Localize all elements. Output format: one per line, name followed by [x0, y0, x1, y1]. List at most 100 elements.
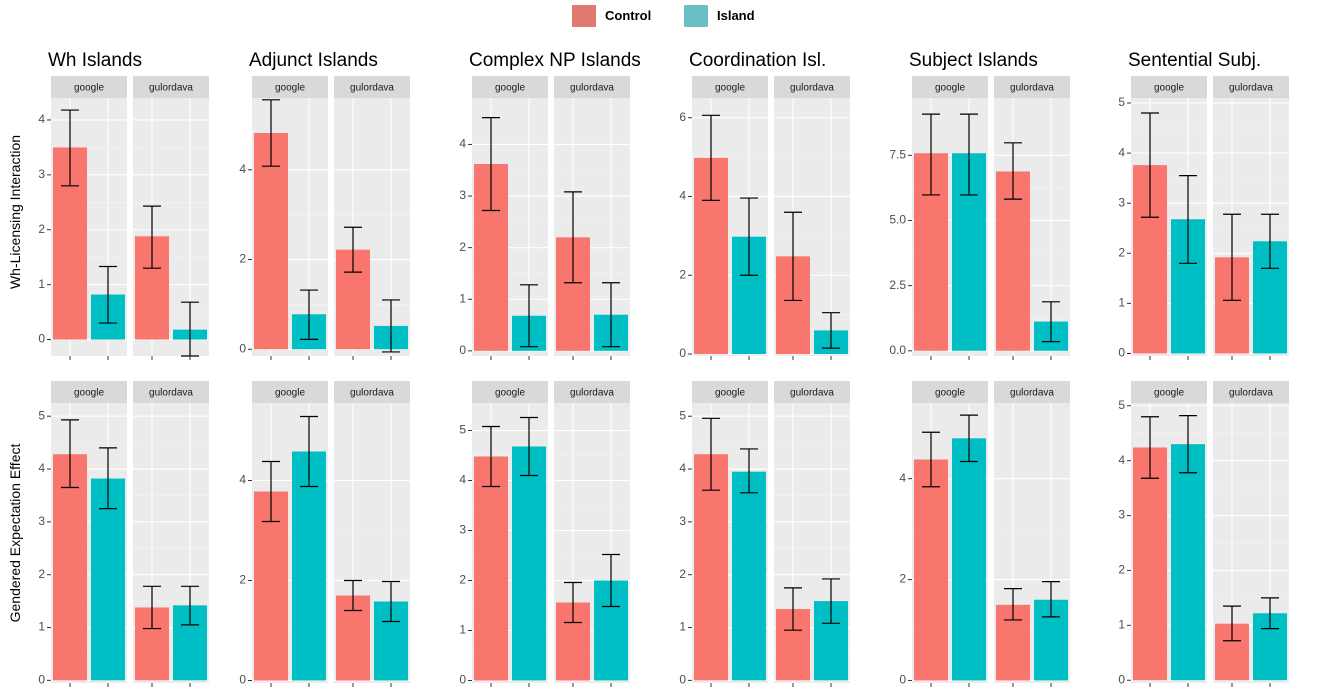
strip-label: google: [275, 83, 305, 94]
y-tick-label: 7.5: [889, 148, 906, 162]
error-bar: [960, 414, 978, 463]
strip-background: [252, 76, 328, 98]
y-tick-label: 3: [1118, 195, 1125, 209]
legend-swatch-island: [684, 5, 708, 27]
bar-control: [53, 454, 87, 681]
y-tick-label: 0: [899, 673, 906, 687]
facet-title: Complex NP Islands: [469, 50, 641, 71]
error-bar: [784, 587, 802, 631]
y-tick-label: 5: [38, 408, 45, 422]
y-tick-label: 4: [459, 137, 466, 151]
y-tick-label: 5: [459, 423, 466, 437]
error-bar: [99, 447, 117, 510]
y-tick-label: 4: [239, 473, 246, 487]
strip-background: [692, 381, 768, 403]
error-bar: [702, 114, 720, 202]
strip-label: google: [1154, 388, 1184, 399]
error-bar: [61, 109, 79, 187]
error-bar: [1223, 605, 1241, 642]
strip-background: [334, 381, 410, 403]
error-bar: [143, 205, 161, 269]
error-bar: [740, 197, 758, 276]
strip-label: gulordava: [570, 388, 614, 399]
error-bar: [344, 226, 362, 273]
y-tick-label: 1: [679, 620, 686, 634]
error-bar: [300, 415, 318, 488]
facet-title: Adjunct Islands: [249, 50, 378, 71]
bar-control: [996, 171, 1030, 351]
y-tick-label: 1: [459, 291, 466, 305]
legend-label-island: Island: [717, 8, 755, 23]
error-bar: [61, 419, 79, 489]
error-bar: [822, 312, 840, 349]
bar-control: [1133, 447, 1167, 681]
bar-control: [254, 491, 288, 681]
y-tick-label: 5: [1118, 398, 1125, 412]
strip-label: gulordava: [1010, 83, 1054, 94]
strip-label: google: [74, 388, 104, 399]
error-bar: [960, 113, 978, 196]
y-tick-label: 2: [239, 252, 246, 266]
strip-label: gulordava: [1229, 388, 1273, 399]
error-bar: [1042, 580, 1060, 618]
error-bar: [300, 289, 318, 340]
y-tick-label: 3: [38, 167, 45, 181]
legend: Control Island: [572, 4, 782, 28]
error-bar: [740, 448, 758, 494]
y-tick-label: 2: [459, 573, 466, 587]
facet-title: Subject Islands: [909, 50, 1038, 71]
error-bar: [1141, 416, 1159, 479]
error-bar: [382, 580, 400, 623]
y-tick-label: 4: [459, 473, 466, 487]
strip-label: gulordava: [570, 83, 614, 94]
y-tick-label: 2: [38, 222, 45, 236]
error-bar: [1261, 597, 1279, 630]
error-bar: [602, 282, 620, 348]
y-tick-label: 1: [38, 277, 45, 291]
bar-island: [952, 438, 986, 681]
strip-background: [472, 381, 548, 403]
bar-control: [474, 456, 508, 681]
strip-label: gulordava: [790, 388, 834, 399]
strip-label: google: [275, 388, 305, 399]
error-bar: [922, 431, 940, 488]
strip-label: gulordava: [149, 83, 193, 94]
y-tick-label: 4: [38, 112, 45, 126]
y-tick-label: 3: [679, 514, 686, 528]
y-tick-label: 0: [459, 343, 466, 357]
y-tick-label: 0: [679, 673, 686, 687]
strip-background: [912, 381, 988, 403]
y-tick-label: 2: [38, 567, 45, 581]
y-tick-label: 2: [459, 240, 466, 254]
error-bar: [1179, 175, 1197, 264]
y-tick-label: 3: [38, 514, 45, 528]
strip-background: [133, 76, 209, 98]
error-bar: [1141, 112, 1159, 218]
strip-background: [51, 76, 127, 98]
strip-background: [912, 76, 988, 98]
y-tick-label: 0: [239, 341, 246, 355]
y-tick-label: 5: [679, 408, 686, 422]
y-tick-label: 4: [1118, 145, 1125, 159]
strip-background: [774, 76, 850, 98]
y-tick-label: 4: [38, 461, 45, 475]
strip-label: google: [715, 83, 745, 94]
strip-background: [1131, 76, 1207, 98]
strip-label: google: [495, 83, 525, 94]
bar-control: [694, 454, 728, 681]
strip-label: google: [935, 83, 965, 94]
y-tick-label: 4: [1118, 453, 1125, 467]
strip-background: [1213, 76, 1289, 98]
y-tick-label: 0: [38, 673, 45, 687]
error-bar: [482, 117, 500, 212]
strip-background: [994, 76, 1070, 98]
strip-label: google: [1154, 83, 1184, 94]
strip-label: gulordava: [1010, 388, 1054, 399]
y-tick-label: 5.0: [889, 213, 906, 227]
error-bar: [1042, 301, 1060, 343]
strip-background: [1213, 381, 1289, 403]
y-tick-label: 4: [679, 461, 686, 475]
y-tick-label: 1: [1118, 618, 1125, 632]
y-tick-label: 0: [459, 673, 466, 687]
error-bar: [602, 553, 620, 608]
